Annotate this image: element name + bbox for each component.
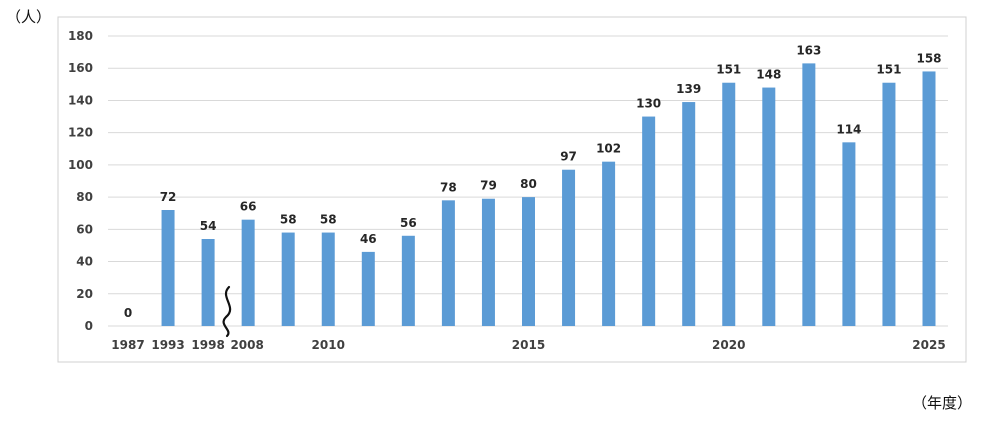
x-tick-label: 2010: [312, 338, 345, 352]
bar: [682, 102, 696, 326]
data-label: 148: [756, 68, 781, 82]
data-label: 151: [876, 63, 901, 77]
axis-break-mark: [222, 285, 232, 338]
bar: [441, 200, 455, 326]
bar: [522, 197, 535, 326]
x-axis-ticks: 1987 1993 1998 2008 2010 2015 2020 2025: [111, 338, 945, 352]
bar: [922, 71, 936, 326]
x-tick-label: 1998: [191, 338, 224, 352]
data-label: 78: [440, 180, 457, 194]
y-tick-label: 140: [68, 93, 93, 107]
x-axis-unit-label: （年度）: [912, 394, 973, 412]
y-tick-label: 20: [76, 287, 93, 301]
y-tick-label: 180: [68, 29, 93, 43]
y-tick-label: 0: [85, 319, 93, 333]
data-label: 72: [160, 190, 177, 204]
data-label: 139: [676, 82, 701, 96]
y-tick-label: 100: [68, 158, 93, 172]
data-label: 58: [280, 213, 297, 227]
value-labels: 0 72 54 66 58 58 46 56 78 79 80 97 102 130 139 151 148 16…: [124, 43, 942, 320]
x-tick-label: 2025: [912, 338, 945, 352]
data-label: 79: [480, 179, 497, 193]
bar: [201, 239, 215, 326]
bar: [361, 251, 375, 326]
bar: [281, 232, 295, 326]
data-label: 102: [596, 142, 621, 156]
y-axis-unit-label: （人）: [6, 8, 52, 26]
data-label: 58: [320, 213, 337, 227]
bar: [401, 235, 415, 326]
y-tick-label: 160: [68, 61, 93, 75]
y-tick-label: 60: [76, 222, 93, 236]
bars: [161, 63, 936, 327]
bar: [161, 210, 175, 326]
x-tick-label: 2020: [712, 338, 745, 352]
y-tick-label: 80: [76, 190, 93, 204]
bar: [882, 82, 896, 326]
data-label: 163: [796, 43, 821, 57]
bar: [842, 142, 856, 326]
data-label: 97: [560, 150, 577, 164]
bar: [762, 87, 776, 326]
y-tick-label: 120: [68, 126, 93, 140]
data-label: 66: [240, 200, 257, 214]
data-label: 151: [716, 63, 741, 77]
data-label: 130: [636, 97, 661, 111]
x-tick-label: 2015: [512, 338, 545, 352]
x-tick-label: 1987: [111, 338, 144, 352]
data-label: 80: [520, 177, 537, 191]
data-label: 54: [200, 219, 217, 233]
bar: [241, 219, 255, 326]
bar: [642, 116, 656, 326]
y-axis-ticks: 0 20 40 60 80 100 120 140 160 180: [68, 29, 93, 333]
chart-frame: [57, 16, 967, 363]
bar: [562, 169, 576, 326]
bar: [602, 161, 616, 326]
bar: [321, 232, 335, 326]
data-label: 114: [836, 122, 861, 136]
data-label: 46: [360, 232, 377, 246]
y-tick-label: 40: [76, 255, 93, 269]
data-label: 56: [400, 216, 417, 230]
x-tick-label: 1993: [151, 338, 184, 352]
bar: [802, 63, 816, 327]
bar: [722, 82, 736, 326]
x-tick-label: 2008: [230, 338, 263, 352]
data-label: 0: [124, 306, 132, 320]
data-label: 158: [916, 51, 941, 65]
bar: [481, 198, 495, 326]
